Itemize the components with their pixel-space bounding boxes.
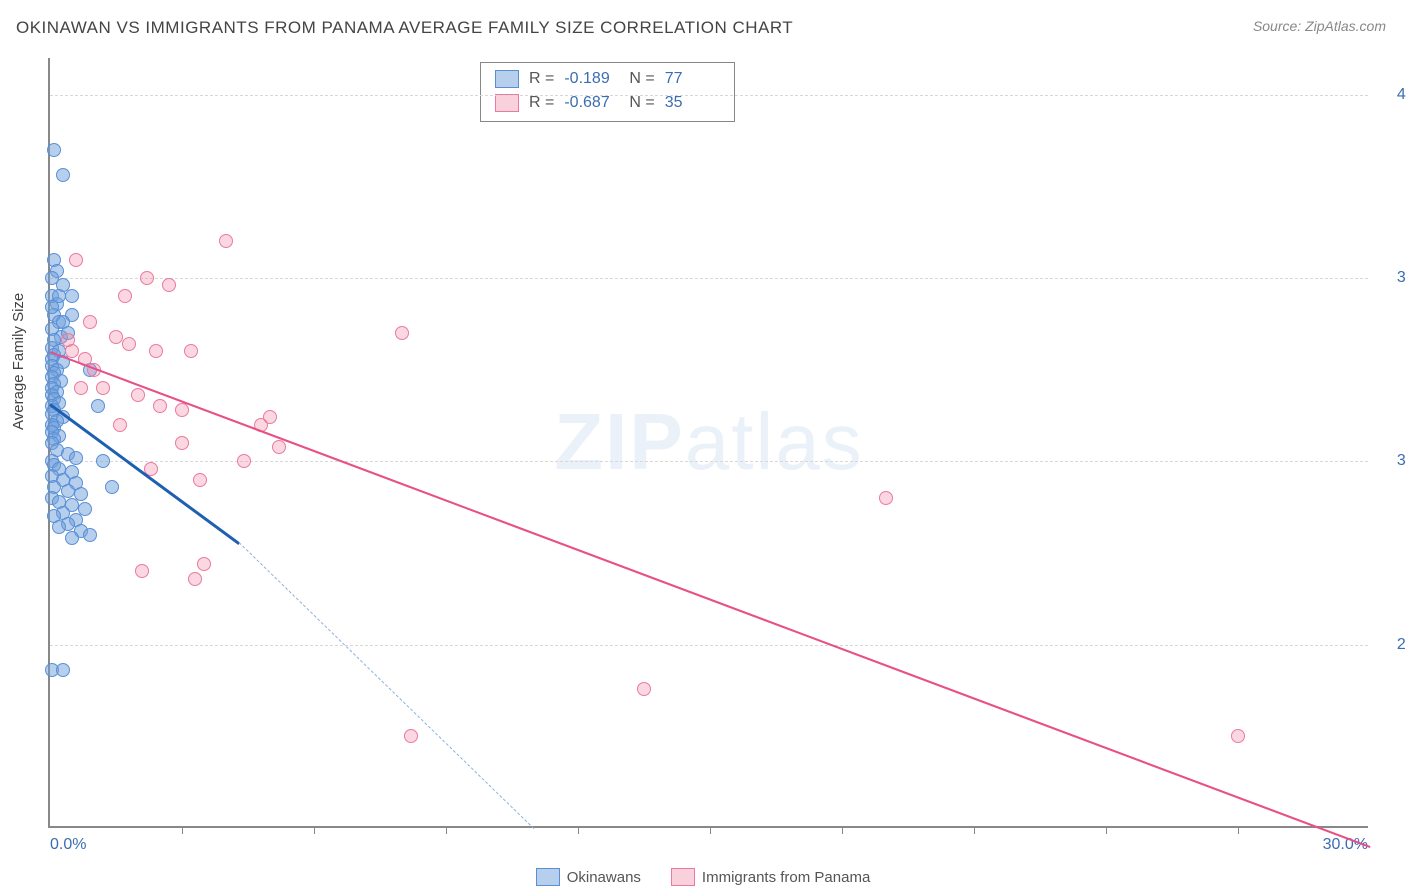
data-point-pink (175, 403, 189, 417)
n-label: N = (629, 70, 654, 88)
gridline (50, 95, 1368, 96)
data-point-blue (52, 520, 66, 534)
legend-label-pink: Immigrants from Panama (702, 869, 870, 886)
watermark-rest: atlas (685, 397, 864, 486)
data-point-pink (197, 557, 211, 571)
data-point-pink (193, 473, 207, 487)
data-point-pink (131, 388, 145, 402)
data-point-pink (109, 330, 123, 344)
n-value-blue: 77 (665, 70, 720, 88)
data-point-pink (184, 344, 198, 358)
x-axis-label: 0.0% (50, 836, 86, 854)
data-point-pink (272, 440, 286, 454)
chart-container: OKINAWAN VS IMMIGRANTS FROM PANAMA AVERA… (0, 0, 1406, 892)
data-point-blue (69, 451, 83, 465)
n-value-pink: 35 (665, 94, 720, 112)
swatch-pink-icon (495, 94, 519, 112)
r-value-pink: -0.687 (564, 94, 619, 112)
legend-item-blue: Okinawans (536, 868, 641, 886)
stats-row-blue: R = -0.189 N = 77 (495, 67, 720, 91)
data-point-blue (96, 454, 110, 468)
data-point-blue (56, 315, 70, 329)
r-label: R = (529, 70, 554, 88)
chart-title: OKINAWAN VS IMMIGRANTS FROM PANAMA AVERA… (16, 18, 793, 38)
r-label: R = (529, 94, 554, 112)
y-tick-label: 2.50 (1378, 636, 1406, 654)
data-point-pink (118, 289, 132, 303)
data-point-pink (879, 491, 893, 505)
x-tick (446, 826, 447, 834)
stats-legend-box: R = -0.189 N = 77 R = -0.687 N = 35 (480, 62, 735, 122)
source-prefix: Source: (1253, 18, 1305, 34)
data-point-blue (45, 300, 59, 314)
y-axis-label: Average Family Size (10, 293, 27, 430)
data-point-pink (69, 253, 83, 267)
data-point-pink (188, 572, 202, 586)
data-point-pink (637, 682, 651, 696)
data-point-pink (153, 399, 167, 413)
data-point-pink (162, 278, 176, 292)
data-point-pink (395, 326, 409, 340)
data-point-pink (1231, 729, 1245, 743)
y-tick-label: 3.50 (1378, 269, 1406, 287)
y-tick-label: 3.00 (1378, 452, 1406, 470)
x-tick (1238, 826, 1239, 834)
data-point-blue (83, 528, 97, 542)
swatch-blue-icon (495, 70, 519, 88)
gridline (50, 278, 1368, 279)
data-point-pink (61, 333, 75, 347)
data-point-pink (83, 315, 97, 329)
source-name: ZipAtlas.com (1305, 18, 1386, 34)
data-point-blue (105, 480, 119, 494)
n-label: N = (629, 94, 654, 112)
data-point-pink (149, 344, 163, 358)
data-point-pink (96, 381, 110, 395)
watermark-bold: ZIP (554, 397, 684, 486)
r-value-blue: -0.189 (564, 70, 619, 88)
data-point-blue (47, 143, 61, 157)
x-tick (314, 826, 315, 834)
watermark: ZIPatlas (554, 396, 863, 488)
data-point-blue (56, 168, 70, 182)
x-tick (842, 826, 843, 834)
x-tick (974, 826, 975, 834)
swatch-pink-icon (671, 868, 695, 886)
data-point-blue (65, 531, 79, 545)
data-point-pink (219, 234, 233, 248)
data-point-pink (74, 381, 88, 395)
gridline (50, 645, 1368, 646)
x-tick (182, 826, 183, 834)
x-tick (710, 826, 711, 834)
data-point-blue (65, 289, 79, 303)
data-point-pink (135, 564, 149, 578)
data-point-blue (56, 663, 70, 677)
data-point-pink (175, 436, 189, 450)
data-point-pink (237, 454, 251, 468)
data-point-pink (263, 410, 277, 424)
data-point-pink (140, 271, 154, 285)
bottom-legend: Okinawans Immigrants from Panama (0, 868, 1406, 886)
plot-area: ZIPatlas R = -0.189 N = 77 R = -0.687 N … (48, 58, 1368, 828)
trendline-pink (50, 351, 1371, 848)
legend-label-blue: Okinawans (567, 869, 641, 886)
x-tick (578, 826, 579, 834)
data-point-pink (404, 729, 418, 743)
y-tick-label: 4.00 (1378, 86, 1406, 104)
data-point-pink (113, 418, 127, 432)
swatch-blue-icon (536, 868, 560, 886)
legend-item-pink: Immigrants from Panama (671, 868, 870, 886)
data-point-pink (122, 337, 136, 351)
x-tick (1106, 826, 1107, 834)
data-point-blue (91, 399, 105, 413)
trendline-blue-extension (239, 542, 534, 829)
source-attribution: Source: ZipAtlas.com (1253, 18, 1386, 34)
